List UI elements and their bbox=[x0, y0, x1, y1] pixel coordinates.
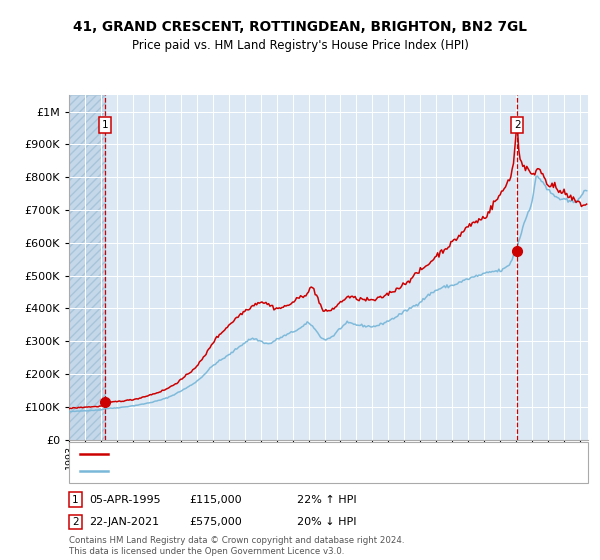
Text: 22% ↑ HPI: 22% ↑ HPI bbox=[297, 494, 356, 505]
Text: Price paid vs. HM Land Registry's House Price Index (HPI): Price paid vs. HM Land Registry's House … bbox=[131, 39, 469, 53]
Text: £115,000: £115,000 bbox=[189, 494, 242, 505]
Text: 2: 2 bbox=[72, 517, 79, 527]
Text: 41, GRAND CRESCENT, ROTTINGDEAN, BRIGHTON, BN2 7GL: 41, GRAND CRESCENT, ROTTINGDEAN, BRIGHTO… bbox=[73, 20, 527, 34]
Bar bbox=[69, 95, 105, 440]
Text: HPI: Average price, detached house, Brighton and Hove: HPI: Average price, detached house, Brig… bbox=[112, 466, 390, 477]
Text: 41, GRAND CRESCENT, ROTTINGDEAN, BRIGHTON, BN2 7GL (detached house): 41, GRAND CRESCENT, ROTTINGDEAN, BRIGHTO… bbox=[112, 449, 503, 459]
Text: Contains HM Land Registry data © Crown copyright and database right 2024.
This d: Contains HM Land Registry data © Crown c… bbox=[69, 536, 404, 556]
Bar bbox=[69, 95, 105, 440]
Text: 2: 2 bbox=[514, 120, 520, 130]
Text: 05-APR-1995: 05-APR-1995 bbox=[89, 494, 160, 505]
Text: 20% ↓ HPI: 20% ↓ HPI bbox=[297, 517, 356, 527]
Text: 1: 1 bbox=[72, 494, 79, 505]
Text: 22-JAN-2021: 22-JAN-2021 bbox=[89, 517, 159, 527]
Text: 1: 1 bbox=[102, 120, 109, 130]
Text: £575,000: £575,000 bbox=[189, 517, 242, 527]
